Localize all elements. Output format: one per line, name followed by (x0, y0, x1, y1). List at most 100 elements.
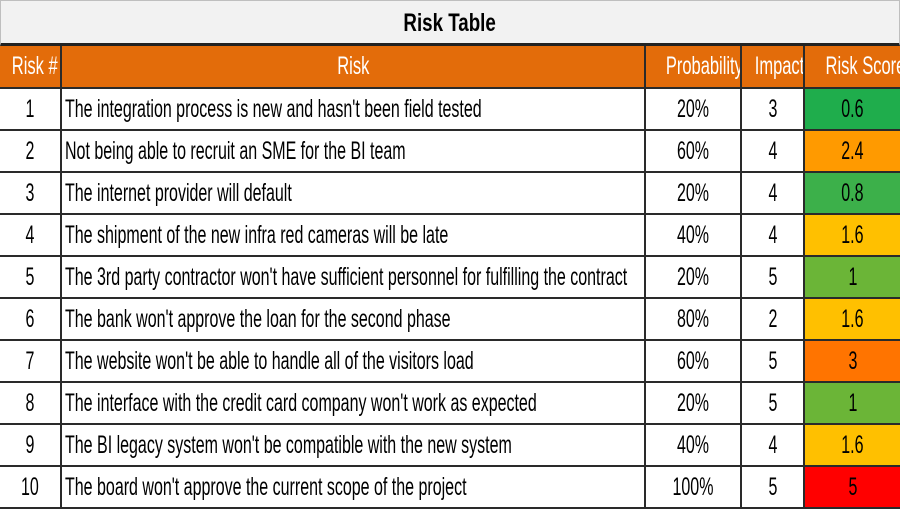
risk-score-cell[interactable]: 1.6 (803, 423, 900, 467)
risk-description-cell-text: Not being able to recruit an SME for the… (65, 136, 406, 165)
risk-number-cell-text: 6 (25, 304, 35, 333)
risk-number-cell[interactable]: 4 (0, 213, 62, 257)
header-probability[interactable]: Probability (644, 46, 742, 89)
risk-number-cell[interactable]: 10 (0, 465, 62, 509)
impact-cell-text: 4 (768, 136, 777, 165)
probability-cell[interactable]: 60% (644, 129, 742, 173)
header-impact[interactable]: Impact (740, 46, 805, 89)
probability-cell-text: 20% (676, 262, 710, 291)
probability-cell[interactable]: 80% (644, 297, 742, 341)
risk-score-cell[interactable]: 1 (803, 381, 900, 425)
risk-number-cell-text: 8 (25, 388, 35, 417)
table-title: Risk Table (0, 0, 900, 46)
risk-description-cell[interactable]: The bank won't approve the loan for the … (60, 297, 646, 341)
probability-cell-text: 60% (676, 136, 710, 165)
impact-cell[interactable]: 5 (740, 255, 805, 299)
probability-cell-text: 20% (676, 388, 710, 417)
table-row: 2 Not being able to recruit an SME for th… (0, 129, 900, 173)
probability-cell[interactable]: 20% (644, 87, 742, 131)
risk-number-cell-text: 3 (25, 178, 35, 207)
risk-number-cell[interactable]: 9 (0, 423, 62, 467)
risk-description-cell[interactable]: The board won't approve the current scop… (60, 465, 646, 509)
probability-cell-text: 40% (676, 220, 710, 249)
risk-score-cell-text: 5 (848, 472, 857, 501)
impact-cell[interactable]: 4 (740, 129, 805, 173)
risk-score-cell-text: 1.6 (841, 304, 864, 333)
risk-score-cell[interactable]: 3 (803, 339, 900, 383)
risk-score-cell[interactable]: 1 (803, 255, 900, 299)
risk-table: Risk # Risk Probability Impact Risk Scor… (0, 46, 900, 509)
risk-description-cell-text: The 3rd party contractor won't have suff… (65, 262, 628, 291)
risk-description-cell[interactable]: The interface with the credit card compa… (60, 381, 646, 425)
risk-score-cell[interactable]: 2.4 (803, 129, 900, 173)
risk-score-cell[interactable]: 1.6 (803, 297, 900, 341)
probability-cell[interactable]: 20% (644, 255, 742, 299)
probability-cell-text: 100% (672, 472, 714, 501)
table-row: 8 The interface with the credit card comp… (0, 381, 900, 425)
risk-description-cell[interactable]: The internet provider will default (60, 171, 646, 215)
probability-cell[interactable]: 60% (644, 339, 742, 383)
risk-score-cell[interactable]: 0.8 (803, 171, 900, 215)
risk-description-cell[interactable]: The integration process is new and hasn'… (60, 87, 646, 131)
probability-cell[interactable]: 100% (644, 465, 742, 509)
risk-score-cell-text: 2.4 (841, 136, 864, 165)
impact-cell-text: 5 (768, 388, 777, 417)
impact-cell-text: 4 (768, 430, 777, 459)
risk-number-cell[interactable]: 1 (0, 87, 62, 131)
impact-cell[interactable]: 2 (740, 297, 805, 341)
risk-description-cell-text: The bank won't approve the loan for the … (65, 304, 451, 333)
risk-description-cell[interactable]: The 3rd party contractor won't have suff… (60, 255, 646, 299)
probability-cell[interactable]: 20% (644, 381, 742, 425)
risk-number-cell[interactable]: 5 (0, 255, 62, 299)
risk-description-cell[interactable]: The shipment of the new infra red camera… (60, 213, 646, 257)
impact-cell-text: 4 (768, 220, 777, 249)
risk-number-cell[interactable]: 7 (0, 339, 62, 383)
header-label: Probability (665, 52, 741, 80)
risk-description-cell[interactable]: Not being able to recruit an SME for the… (60, 129, 646, 173)
impact-cell[interactable]: 5 (740, 465, 805, 509)
table-row: 3 The internet provider will default 20% 4 0… (0, 171, 900, 215)
table-row: 4 The shipment of the new infra red camer… (0, 213, 900, 257)
risk-number-cell-text: 4 (25, 220, 35, 249)
table-row: 6 The bank won't approve the loan for the… (0, 297, 900, 341)
risk-description-cell-text: The shipment of the new infra red camera… (65, 220, 449, 249)
table-row: 9 The BI legacy system won't be compatibl… (0, 423, 900, 467)
risk-score-cell[interactable]: 1.6 (803, 213, 900, 257)
impact-cell[interactable]: 4 (740, 213, 805, 257)
probability-cell[interactable]: 40% (644, 213, 742, 257)
risk-description-cell[interactable]: The BI legacy system won't be compatible… (60, 423, 646, 467)
risk-number-cell[interactable]: 3 (0, 171, 62, 215)
impact-cell[interactable]: 3 (740, 87, 805, 131)
risk-score-cell[interactable]: 0.6 (803, 87, 900, 131)
header-risk[interactable]: Risk (60, 46, 646, 89)
risk-score-cell-text: 1 (848, 388, 857, 417)
risk-score-cell-text: 1 (848, 262, 857, 291)
risk-description-cell[interactable]: The website won't be able to handle all … (60, 339, 646, 383)
impact-cell-text: 3 (768, 94, 777, 123)
impact-cell-text: 4 (768, 178, 777, 207)
risk-score-cell-text: 1.6 (841, 220, 864, 249)
risk-description-cell-text: The integration process is new and hasn'… (65, 94, 482, 123)
probability-cell[interactable]: 40% (644, 423, 742, 467)
probability-cell-text: 20% (676, 94, 710, 123)
risk-number-cell[interactable]: 6 (0, 297, 62, 341)
table-row: 5 The 3rd party contractor won't have suf… (0, 255, 900, 299)
impact-cell[interactable]: 4 (740, 423, 805, 467)
impact-cell[interactable]: 5 (740, 339, 805, 383)
risk-number-cell-text: 2 (25, 136, 35, 165)
probability-cell-text: 20% (676, 178, 710, 207)
risk-score-cell[interactable]: 5 (803, 465, 900, 509)
impact-cell[interactable]: 5 (740, 381, 805, 425)
impact-cell-text: 5 (768, 346, 777, 375)
risk-score-cell-text: 3 (848, 346, 857, 375)
header-risk-number[interactable]: Risk # (0, 46, 62, 89)
risk-description-cell-text: The board won't approve the current scop… (65, 472, 467, 501)
probability-cell[interactable]: 20% (644, 171, 742, 215)
header-risk-score[interactable]: Risk Score (803, 46, 900, 89)
impact-cell[interactable]: 4 (740, 171, 805, 215)
risk-number-cell[interactable]: 8 (0, 381, 62, 425)
impact-cell-text: 5 (768, 262, 777, 291)
risk-score-cell-text: 0.6 (841, 94, 864, 123)
risk-number-cell[interactable]: 2 (0, 129, 62, 173)
risk-number-cell-text: 5 (25, 262, 35, 291)
